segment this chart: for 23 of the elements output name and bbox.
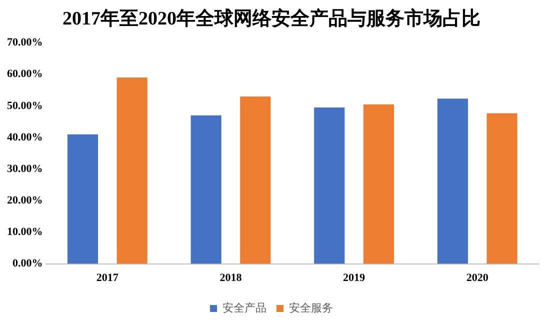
y-tick-label: 70.00% [7,36,43,49]
y-tick-label: 30.00% [7,162,43,175]
bar [314,108,345,264]
bar [190,115,222,264]
y-tick-label: 40.00% [7,131,43,144]
y-tick-label: 60.00% [7,68,43,80]
y-tick-label: 50.00% [7,100,43,112]
bar [116,78,148,264]
y-tick-label: 0.00% [12,258,43,270]
legend-label: 安全服务 [289,301,333,314]
x-tick-label: 2020 [466,272,489,284]
bar [486,113,518,264]
bar [437,98,468,264]
bar [67,134,98,264]
bar [363,104,394,264]
bar [240,96,271,264]
legend-label: 安全产品 [222,301,266,314]
x-tick-label: 2019 [343,272,366,284]
y-tick-label: 20.00% [7,194,43,206]
x-tick-label: 2018 [220,272,242,284]
y-tick-label: 10.00% [7,226,43,238]
x-tick-label: 2017 [96,272,119,284]
chart-title: 2017年至2020年全球网络安全产品与服务市场占比 [62,7,480,30]
